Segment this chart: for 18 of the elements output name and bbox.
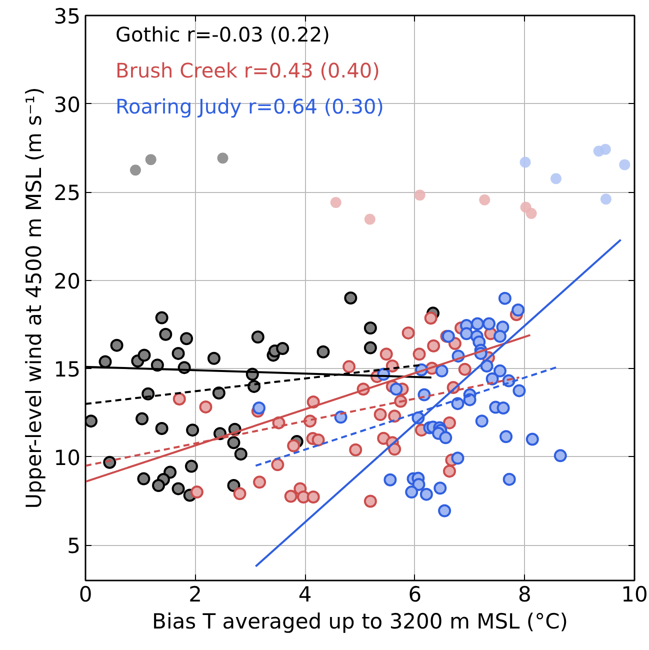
text: Brush Creek r=0.43 (0.40)	[116, 58, 380, 82]
x-tick-label: 4	[298, 582, 312, 606]
x-axis-title: Bias T averaged up to 3200 m MSL (°C)	[152, 610, 568, 634]
y-tick-label: 35	[54, 4, 81, 28]
x-tick-label: 6	[408, 582, 422, 606]
y-tick-label: 25	[54, 181, 81, 206]
x-tick-label: 10	[621, 582, 648, 606]
y-tick-label: 30	[54, 92, 81, 117]
y-tick-label: 15	[54, 358, 81, 382]
x-tick-label: 2	[188, 582, 202, 606]
text: Roaring Judy r=0.64 (0.30)	[116, 94, 384, 118]
y-tick-label: 10	[54, 446, 81, 470]
x-tick-label: 0	[78, 582, 92, 606]
x-tick-label: 8	[518, 582, 532, 606]
legend-label: Gothic r=-0.03 (0.22)	[116, 22, 330, 46]
y-axis-title: Upper-level wind at 4500 m MSL (m s⁻¹)	[22, 87, 46, 509]
y-tick-label: 5	[67, 534, 81, 558]
y-tick-label: 20	[54, 269, 81, 294]
